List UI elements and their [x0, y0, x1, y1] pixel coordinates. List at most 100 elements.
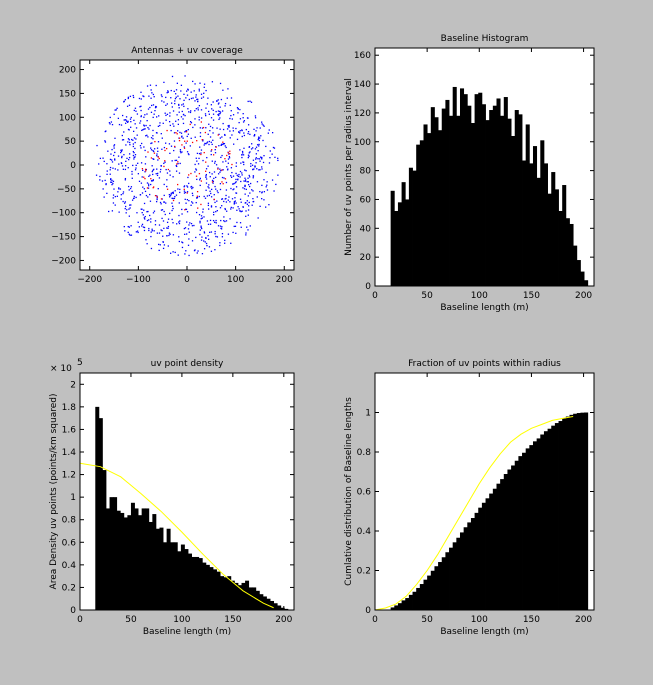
uv-point [227, 125, 229, 127]
uv-point [171, 160, 173, 162]
uv-point [139, 106, 141, 108]
uv-point [261, 121, 263, 123]
uv-point [221, 198, 223, 200]
uv-point [189, 145, 191, 147]
uv-point [191, 225, 194, 227]
uv-point [190, 185, 193, 188]
uv-point [147, 126, 149, 129]
uv-point [219, 117, 221, 119]
uv-point [247, 177, 249, 179]
histogram-bar [518, 456, 523, 610]
uv-point [211, 108, 213, 110]
uv-point [217, 114, 219, 116]
uv-point [148, 185, 150, 187]
uv-point [186, 221, 188, 223]
uv-point [229, 201, 231, 203]
uv-point [108, 210, 110, 213]
uv-point [178, 103, 180, 106]
antenna-point [156, 196, 158, 198]
uv-point [175, 194, 178, 196]
uv-point [224, 105, 226, 107]
uv-point [148, 175, 150, 178]
uv-point [207, 110, 210, 113]
uv-point [114, 168, 117, 170]
uv-point [188, 254, 190, 257]
y-tick-label: 0.2 [62, 583, 76, 593]
histogram-bar [180, 544, 185, 610]
histogram-bar [441, 108, 446, 286]
uv-point [224, 145, 226, 147]
histogram-bar [463, 94, 468, 286]
y-tick-label: 0 [70, 161, 76, 171]
uv-point [121, 114, 124, 117]
uv-point [246, 117, 249, 119]
uv-point [174, 251, 176, 254]
uv-point [146, 113, 148, 115]
uv-point [254, 117, 257, 119]
histogram-bar [551, 172, 556, 286]
uv-point [197, 98, 199, 100]
uv-point [137, 173, 140, 175]
uv-point [203, 144, 205, 146]
uv-point [268, 129, 270, 131]
uv-point [177, 130, 179, 132]
antenna-point [205, 170, 207, 172]
uv-point [241, 150, 244, 153]
uv-point [194, 163, 196, 166]
uv-point [116, 107, 118, 109]
uv-point [234, 197, 236, 199]
antenna-point [188, 174, 190, 176]
uv-point [235, 172, 237, 175]
uv-point [190, 91, 192, 93]
uv-point [273, 147, 276, 149]
uv-point [200, 152, 202, 154]
uv-point [132, 145, 135, 148]
histogram-bar [580, 412, 585, 610]
uv-point [248, 176, 251, 178]
uv-point [261, 192, 263, 194]
uv-point [185, 250, 187, 252]
y-axis-label: Area Density uv points (points/km square… [49, 394, 59, 590]
uv-point [228, 153, 230, 155]
uv-point [208, 246, 211, 248]
uv-point [184, 131, 186, 133]
uv-point [141, 192, 144, 194]
antenna-point [196, 191, 199, 193]
uv-point [154, 107, 157, 109]
antenna-point [164, 160, 166, 162]
y-tick-label: 0.4 [357, 527, 372, 537]
uv-point [253, 168, 255, 170]
uv-point [189, 121, 192, 123]
uv-point [196, 152, 199, 155]
uv-point [168, 120, 171, 123]
uv-point [215, 176, 217, 179]
uv-point [134, 141, 136, 144]
uv-point [125, 144, 127, 146]
uv-point [173, 125, 175, 127]
uv-point [211, 127, 214, 129]
uv-point [247, 154, 250, 156]
uv-point [183, 185, 186, 187]
uv-point [226, 169, 229, 171]
histogram-bar [536, 177, 541, 286]
uv-point [114, 195, 116, 198]
uv-point [195, 197, 198, 199]
uv-point [237, 175, 239, 178]
uv-point [208, 171, 211, 174]
uv-point [179, 98, 181, 100]
histogram-bar [489, 110, 494, 287]
uv-point [260, 135, 262, 137]
uv-point [194, 171, 196, 173]
fit-curve [79, 462, 274, 609]
uv-point [152, 116, 154, 119]
histogram-bar [430, 570, 435, 610]
uv-point [268, 162, 271, 164]
uv-point [233, 143, 235, 145]
uv-point [151, 228, 153, 230]
histogram-bar [478, 507, 483, 610]
axes-frame [79, 372, 295, 611]
uv-point [163, 146, 166, 149]
uv-point [126, 209, 128, 211]
x-tick-label: −100 [126, 275, 151, 285]
uv-point [134, 156, 136, 158]
